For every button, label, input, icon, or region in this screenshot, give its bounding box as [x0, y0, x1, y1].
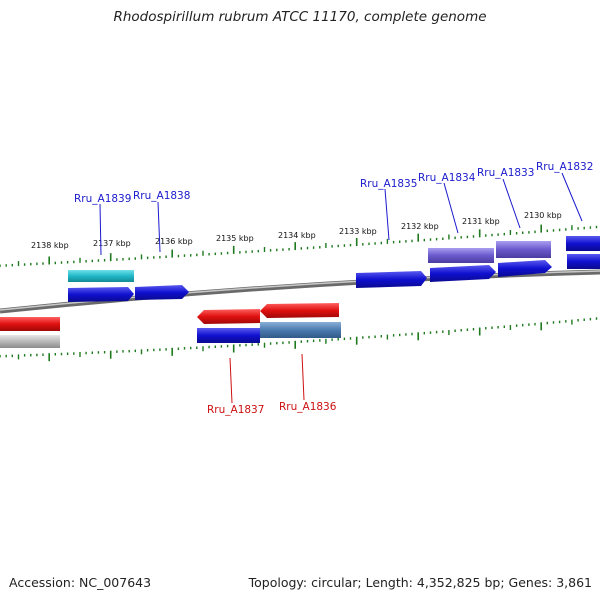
cds-feature[interactable]	[0, 335, 60, 348]
forward-features	[68, 236, 600, 302]
cds-feature[interactable]	[567, 254, 600, 269]
kbp-label: 2138 kbp	[31, 241, 69, 250]
gene-labels: Rru_A1839 Rru_A1838 Rru_A1835 Rru_A1834 …	[74, 161, 593, 416]
kbp-label: 2137 kbp	[93, 239, 131, 248]
kbp-label: 2132 kbp	[401, 222, 439, 231]
leader-line	[443, 182, 459, 234]
gene-label[interactable]: Rru_A1835	[360, 178, 417, 190]
lower-scale-ticks	[0, 317, 598, 362]
leader-line	[99, 203, 102, 256]
topology-text: Topology: circular; Length: 4,352,825 bp…	[248, 575, 592, 590]
gene-label[interactable]: Rru_A1833	[477, 167, 534, 179]
label-leaders	[99, 172, 583, 404]
leader-line	[502, 178, 521, 229]
gene-label[interactable]: Rru_A1837	[207, 404, 264, 416]
kbp-label: 2134 kbp	[278, 231, 316, 240]
cds-feature[interactable]	[68, 270, 134, 282]
cds-feature[interactable]	[260, 322, 341, 338]
kbp-label: 2131 kbp	[462, 217, 500, 226]
cds-arrow[interactable]	[197, 309, 260, 324]
cds-arrow[interactable]	[356, 271, 427, 288]
leader-line	[229, 357, 233, 404]
gene-label[interactable]: Rru_A1836	[279, 401, 337, 413]
kbp-label: 2133 kbp	[339, 227, 377, 236]
accession-text: Accession: NC_007643	[9, 575, 152, 590]
gene-label[interactable]: Rru_A1832	[536, 161, 593, 173]
cds-feature[interactable]	[496, 241, 551, 258]
cds-feature[interactable]	[0, 317, 60, 331]
kbp-label: 2135 kbp	[216, 234, 254, 243]
leader-line	[384, 188, 390, 241]
leader-line	[301, 353, 305, 401]
cds-arrow[interactable]	[430, 265, 496, 282]
kbp-label: 2130 kbp	[524, 211, 562, 220]
gene-label[interactable]: Rru_A1839	[74, 193, 131, 205]
cds-arrow[interactable]	[68, 287, 134, 302]
cds-arrow[interactable]	[135, 285, 189, 300]
kbp-labels: 2138 kbp 2137 kbp 2136 kbp 2135 kbp 2134…	[31, 211, 562, 250]
upper-scale-ticks	[0, 224, 598, 267]
kbp-label: 2136 kbp	[155, 237, 193, 246]
gene-label[interactable]: Rru_A1834	[418, 172, 476, 184]
leader-line	[157, 201, 161, 253]
leader-line	[561, 172, 583, 222]
cds-feature[interactable]	[566, 236, 600, 251]
map-title: Rhodospirillum rubrum ATCC 11170, comple…	[113, 9, 487, 25]
reverse-features	[0, 303, 341, 348]
cds-feature[interactable]	[197, 328, 260, 343]
cds-feature[interactable]	[428, 248, 494, 263]
cds-arrow[interactable]	[260, 303, 339, 318]
cds-arrow[interactable]	[498, 260, 552, 277]
gene-label[interactable]: Rru_A1838	[133, 190, 190, 202]
